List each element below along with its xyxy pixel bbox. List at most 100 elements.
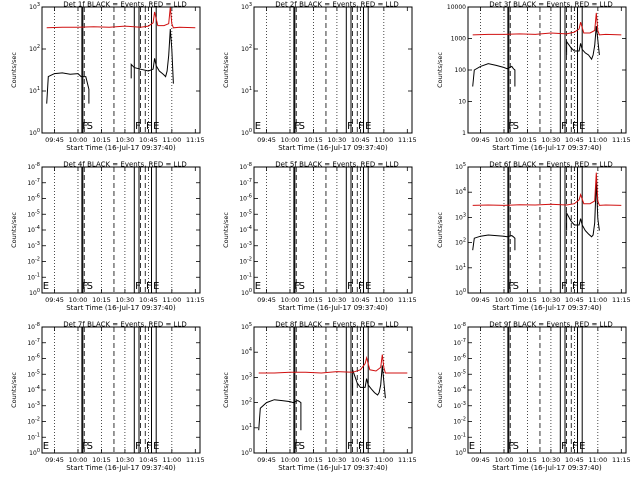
y-tick-label: 100 bbox=[29, 448, 40, 457]
phase-label-e: E bbox=[579, 441, 585, 452]
series-events-line bbox=[566, 25, 600, 61]
y-tick-label: 103 bbox=[241, 372, 252, 381]
phase-label-s: S bbox=[513, 121, 519, 132]
y-tick-label: 105 bbox=[241, 322, 252, 331]
y-tick-label: 10-1 bbox=[453, 432, 466, 441]
series-events-line bbox=[258, 399, 302, 431]
x-tick-label: 11:00 bbox=[374, 136, 393, 144]
x-tick-label: 10:30 bbox=[542, 136, 561, 144]
y-tick-label: 10-2 bbox=[27, 417, 40, 426]
x-tick-label: 09:45 bbox=[257, 136, 276, 144]
x-tick-label: 10:00 bbox=[281, 296, 300, 304]
phase-label-f: F bbox=[561, 281, 567, 292]
phase-label-e: E bbox=[255, 281, 261, 292]
y-tick-label: 104 bbox=[455, 187, 466, 196]
y-tick-label: 100 bbox=[241, 288, 252, 297]
chart-title: Det 2f BLACK = Events, RED = LLD bbox=[275, 1, 398, 9]
x-tick-label: 09:45 bbox=[45, 456, 64, 464]
chart-panel-1: Det 1f BLACK = Events, RED = LLD 100 101 10… bbox=[10, 1, 205, 153]
y-axis-title: Counts/sec bbox=[222, 52, 230, 88]
x-tick-label: 10:15 bbox=[92, 456, 111, 464]
y-tick-label: 100 bbox=[241, 448, 252, 457]
x-axis-title: Start Time (16-Jul-17 09:37:40) bbox=[66, 304, 176, 312]
phase-label-f: F bbox=[347, 281, 353, 292]
y-tick-label: 10 bbox=[458, 99, 466, 106]
phase-label-f: F bbox=[508, 281, 514, 292]
x-tick-label: 11:00 bbox=[588, 456, 607, 464]
x-tick-label: 10:45 bbox=[139, 456, 158, 464]
y-tick-label: 101 bbox=[241, 423, 252, 432]
x-tick-label: 11:15 bbox=[398, 136, 417, 144]
chart-title: Det 6f BLACK = Events, RED = LLD bbox=[489, 161, 612, 169]
x-tick-label: 09:45 bbox=[257, 456, 276, 464]
series-lld-line bbox=[472, 12, 622, 36]
x-tick-label: 09:45 bbox=[471, 136, 490, 144]
y-tick-label: 100 bbox=[29, 288, 40, 297]
plot-frame bbox=[41, 6, 201, 134]
phase-label-e: E bbox=[255, 121, 261, 132]
x-tick-label: 10:30 bbox=[116, 456, 135, 464]
x-tick-label: 10:15 bbox=[92, 296, 111, 304]
phase-label-f: F bbox=[135, 281, 141, 292]
phase-label-f: F bbox=[347, 441, 353, 452]
x-tick-label: 10:30 bbox=[116, 296, 135, 304]
x-tick-label: 10:30 bbox=[542, 456, 561, 464]
x-tick-label: 10:15 bbox=[304, 456, 323, 464]
y-tick-label: 100 bbox=[455, 448, 466, 457]
phase-label-s: S bbox=[299, 121, 305, 132]
phase-label-s: S bbox=[513, 441, 519, 452]
x-tick-label: 10:15 bbox=[92, 136, 111, 144]
x-tick-label: 10:15 bbox=[304, 296, 323, 304]
x-tick-label: 11:15 bbox=[612, 456, 631, 464]
x-tick-label: 09:45 bbox=[471, 456, 490, 464]
x-axis-title: Start Time (16-Jul-17 09:37:40) bbox=[66, 144, 176, 152]
plot-frame bbox=[467, 166, 627, 294]
y-axis-title: Counts/sec bbox=[10, 372, 18, 408]
chart-title: Det 3f BLACK = Events, RED = LLD bbox=[489, 1, 612, 9]
series-events-line bbox=[130, 28, 174, 84]
phase-label-f: F bbox=[294, 441, 300, 452]
phase-label-s: S bbox=[299, 281, 305, 292]
series-events-line bbox=[472, 63, 516, 87]
x-axis-title: Start Time (16-Jul-17 09:37:40) bbox=[492, 144, 602, 152]
y-tick-label: 10-1 bbox=[27, 272, 40, 281]
x-tick-label: 10:15 bbox=[304, 136, 323, 144]
x-axis-title: Start Time (16-Jul-17 09:37:40) bbox=[66, 464, 176, 472]
x-tick-label: 11:00 bbox=[162, 136, 181, 144]
phase-label-e: E bbox=[579, 281, 585, 292]
x-axis-title: Start Time (16-Jul-17 09:37:40) bbox=[278, 304, 388, 312]
phase-label-e: E bbox=[153, 441, 159, 452]
y-tick-label: 10-3 bbox=[27, 241, 40, 250]
x-tick-label: 10:30 bbox=[328, 456, 347, 464]
y-tick-label: 10-4 bbox=[239, 225, 252, 234]
y-tick-label: 10-2 bbox=[453, 417, 466, 426]
y-tick-label: 10-7 bbox=[453, 338, 466, 347]
plot-frame bbox=[41, 166, 201, 294]
phase-label-f: F bbox=[82, 121, 88, 132]
x-tick-label: 10:00 bbox=[281, 456, 300, 464]
x-tick-label: 10:45 bbox=[139, 136, 158, 144]
plot-frame bbox=[253, 166, 413, 294]
x-tick-label: 11:00 bbox=[374, 296, 393, 304]
x-tick-label: 09:45 bbox=[45, 296, 64, 304]
x-tick-label: 10:30 bbox=[328, 296, 347, 304]
x-tick-label: 10:45 bbox=[565, 136, 584, 144]
phase-label-f: F bbox=[146, 281, 152, 292]
chart-panel-7: Det 7f BLACK = Events, RED = LLD 100 10-1 1… bbox=[10, 321, 205, 473]
chart-panel-3: Det 3f BLACK = Events, RED = LLD 1 10 100 10… bbox=[436, 1, 631, 153]
phase-label-e: E bbox=[365, 281, 371, 292]
x-tick-label: 10:30 bbox=[116, 136, 135, 144]
phase-label-f: F bbox=[572, 121, 578, 132]
y-tick-label: 10-6 bbox=[239, 194, 252, 203]
y-tick-label: 102 bbox=[455, 238, 466, 247]
phase-label-f: F bbox=[508, 441, 514, 452]
x-axis-title: Start Time (16-Jul-17 09:37:40) bbox=[492, 304, 602, 312]
x-tick-label: 10:00 bbox=[495, 136, 514, 144]
x-tick-label: 09:45 bbox=[471, 296, 490, 304]
x-tick-label: 10:00 bbox=[495, 296, 514, 304]
y-tick-label: 10-6 bbox=[453, 354, 466, 363]
phase-label-f: F bbox=[572, 281, 578, 292]
phase-label-e: E bbox=[469, 441, 475, 452]
y-tick-label: 10-6 bbox=[27, 354, 40, 363]
x-tick-label: 11:15 bbox=[186, 136, 205, 144]
